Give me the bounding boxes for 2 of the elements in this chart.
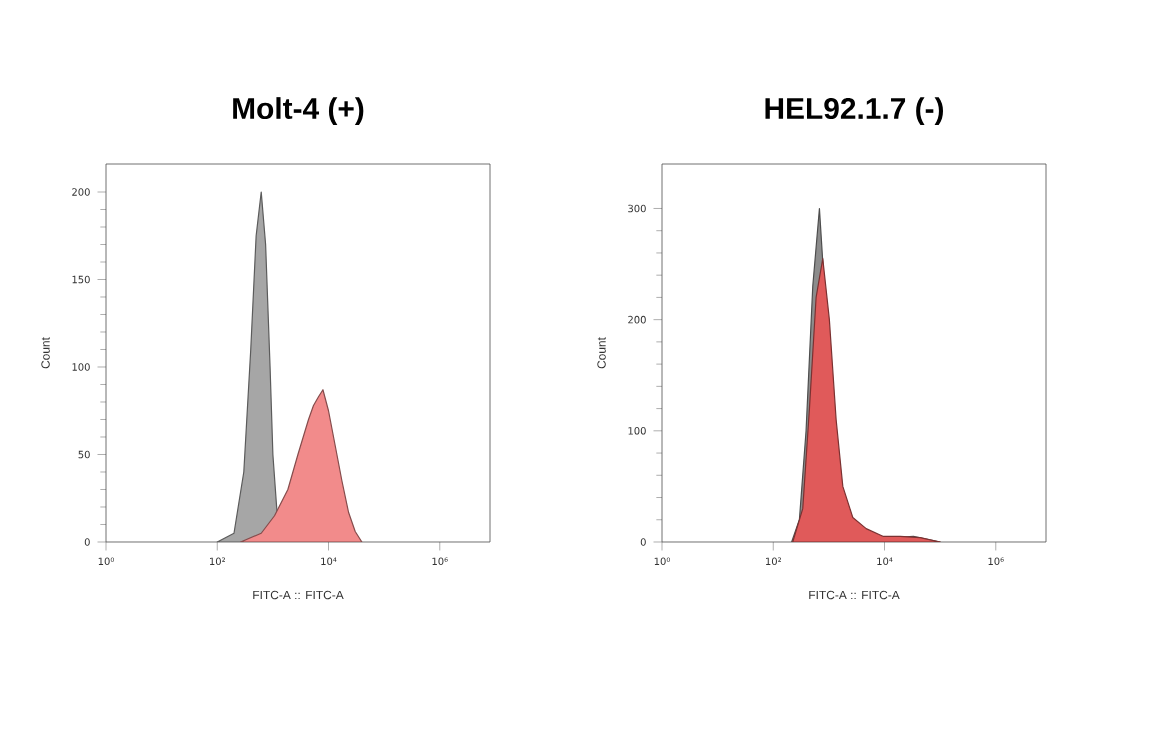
chart-title: HEL92.1.7 (-) (765, 97, 944, 125)
chart-title: Molt-4 (+) (233, 97, 364, 125)
